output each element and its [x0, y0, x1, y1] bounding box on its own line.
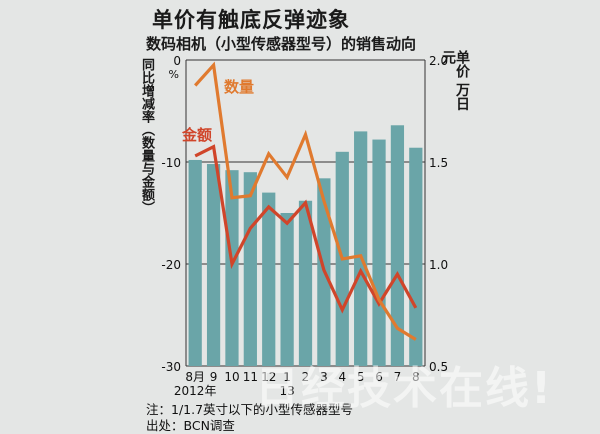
amount-line [194, 144, 418, 314]
right-tick-label-3: 0.5 [429, 360, 448, 374]
right-axis-label: 单价 万日元 [440, 50, 470, 111]
quantity-line-label: 数量 [224, 78, 254, 96]
quantity-line [194, 61, 417, 341]
x-tick-label-7: 3 [320, 370, 328, 384]
x-tick-sublabel-0: 2012年 [174, 384, 217, 398]
price-bar-2 [225, 170, 239, 366]
x-tick-label-6: 2 [302, 370, 310, 384]
x-tick-sublabel-5: 13 [279, 384, 294, 398]
left-axis-label: 同比增减率（数量与金额） [139, 58, 154, 214]
price-bar-9 [354, 131, 368, 366]
x-tick-label-3: 11 [243, 370, 258, 384]
right-tick-label-1: 1.5 [429, 156, 448, 170]
x-tick-label-4: 12 [261, 370, 276, 384]
chart-title: 单价有触底反弹迹象 [152, 8, 350, 32]
left-axis-unit: % [169, 68, 179, 81]
price-bar-10 [372, 139, 386, 366]
price-bar-0 [188, 159, 202, 366]
x-tick-label-2: 10 [224, 370, 239, 384]
x-tick-label-9: 5 [357, 370, 365, 384]
right-tick-label-2: 1.0 [429, 258, 448, 272]
x-tick-label-11: 7 [394, 370, 402, 384]
price-bar-11 [390, 125, 405, 366]
x-tick-label-12: 8 [412, 370, 420, 384]
price-bar-3 [243, 172, 257, 366]
left-tick-label-1: -10 [161, 156, 181, 170]
left-tick-label-2: -20 [161, 258, 181, 272]
price-bar-1 [206, 164, 221, 366]
chart-subtitle: 数码相机（小型传感器型号）的销售动向 [146, 35, 417, 53]
x-tick-label-8: 4 [338, 370, 346, 384]
price-bar-12 [409, 147, 423, 366]
left-tick-label-0: 0 [173, 54, 181, 68]
amount-line-label: 金额 [181, 126, 212, 144]
x-tick-label-1: 9 [210, 370, 218, 384]
x-tick-label-5: 1 [283, 370, 291, 384]
source-note: 出处：BCN调查 [146, 418, 235, 433]
right-tick-label-0: 2.0 [429, 54, 448, 68]
price-bar-5 [280, 213, 294, 366]
footnote: 注：1/1.7英寸以下的小型传感器型号 [146, 402, 354, 417]
x-tick-label-10: 6 [375, 370, 383, 384]
watermark: 日经技术在线! [255, 363, 554, 414]
left-tick-label-3: -30 [161, 360, 181, 374]
price-bar-6 [298, 200, 313, 366]
x-tick-label-0: 8月 [185, 370, 205, 384]
price-bar-4 [262, 192, 276, 366]
